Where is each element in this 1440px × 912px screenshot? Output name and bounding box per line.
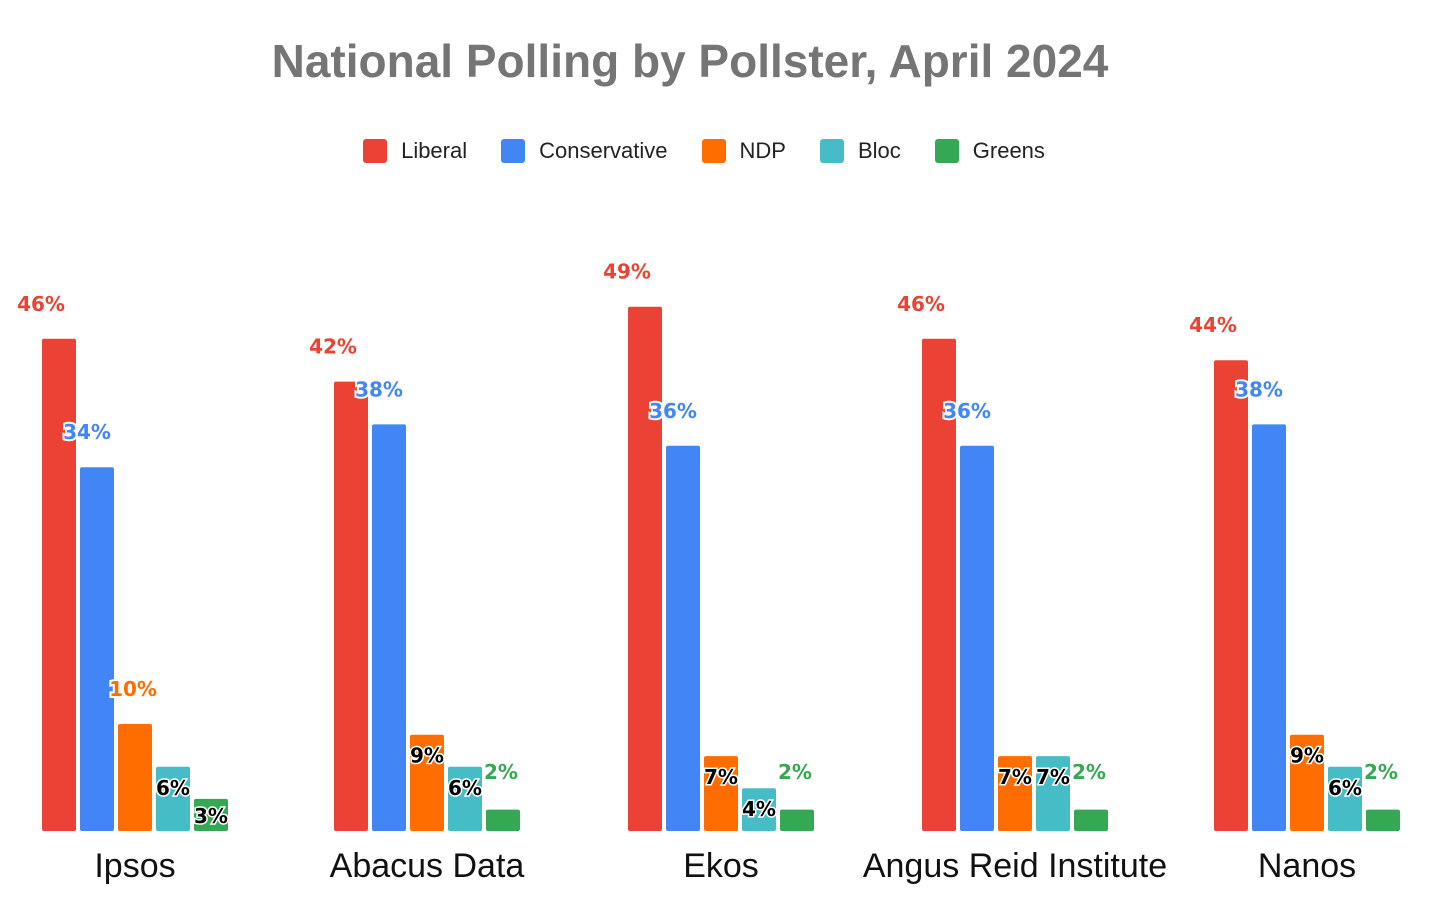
legend: Liberal Conservative NDP Bloc Greens — [0, 138, 1408, 164]
value-label-bloc-ipsos: 6% — [156, 776, 190, 800]
value-label-greens-angus-reid-institute: 2% — [1072, 760, 1106, 784]
x-tick-label-ipsos: Ipsos — [94, 847, 175, 885]
value-label-bloc-ekos: 4% — [742, 797, 776, 821]
bar-greens-nanos — [1366, 809, 1400, 831]
value-label-conservative-angus-reid-institute: 36% — [943, 399, 991, 423]
bar-ndp-angus-reid-institute — [998, 756, 1032, 831]
bar-ndp-nanos — [1290, 734, 1324, 831]
bar-bloc-nanos — [1328, 766, 1362, 831]
bar-liberal-ekos — [628, 306, 662, 831]
legend-item-liberal: Liberal — [363, 138, 467, 164]
value-label-ndp-nanos: 9% — [1290, 744, 1324, 768]
bar-bloc-ipsos — [156, 766, 190, 831]
bar-ndp-ipsos — [118, 724, 152, 831]
bar-conservative-abacus-data — [372, 424, 406, 831]
bar-conservative-angus-reid-institute — [960, 445, 994, 831]
legend-item-bloc: Bloc — [819, 138, 901, 164]
value-label-conservative-nanos: 38% — [1235, 377, 1283, 401]
legend-item-greens: Greens — [934, 138, 1045, 164]
bar-bloc-ekos — [742, 788, 776, 831]
bar-liberal-abacus-data — [334, 381, 368, 831]
value-label-conservative-abacus-data: 38% — [355, 377, 403, 401]
x-tick-label-ekos: Ekos — [683, 847, 759, 885]
value-label-bloc-nanos: 6% — [1328, 776, 1362, 800]
bar-greens-ekos — [780, 809, 814, 831]
value-label-ndp-abacus-data: 9% — [410, 744, 444, 768]
legend-label-greens: Greens — [972, 138, 1045, 163]
legend-item-ndp: NDP — [701, 138, 786, 164]
legend-label-ndp: NDP — [739, 138, 786, 163]
bar-ndp-ekos — [704, 756, 738, 831]
chart-title: National Polling by Pollster, April 2024 — [271, 35, 1109, 87]
bar-greens-ipsos — [194, 798, 228, 831]
value-label-liberal-ipsos: 46% — [17, 292, 65, 316]
value-label-ndp-ekos: 7% — [704, 765, 738, 789]
bar-greens-abacus-data — [486, 809, 520, 831]
value-label-greens-abacus-data: 2% — [484, 760, 518, 784]
bar-bloc-abacus-data — [448, 766, 482, 831]
x-tick-label-angus-reid-institute: Angus Reid Institute — [863, 847, 1167, 885]
legend-swatch-liberal — [363, 139, 388, 163]
x-tick-label-abacus-data: Abacus Data — [330, 847, 525, 885]
bar-conservative-nanos — [1252, 424, 1286, 831]
bar-liberal-angus-reid-institute — [922, 338, 956, 831]
legend-label-liberal: Liberal — [401, 138, 468, 163]
bar-greens-angus-reid-institute — [1074, 809, 1108, 831]
value-label-liberal-abacus-data: 42% — [309, 335, 357, 359]
value-label-greens-ekos: 2% — [778, 760, 812, 784]
value-label-conservative-ipsos: 34% — [63, 420, 111, 444]
legend-swatch-greens — [934, 139, 959, 163]
value-label-bloc-abacus-data: 6% — [448, 776, 482, 800]
bar-liberal-nanos — [1214, 360, 1248, 831]
legend-label-conservative: Conservative — [539, 138, 668, 163]
bar-ndp-abacus-data — [410, 734, 444, 831]
legend-item-conservative: Conservative — [501, 138, 668, 164]
value-label-greens-ipsos: 3% — [194, 804, 228, 828]
legend-swatch-bloc — [819, 139, 844, 163]
value-label-ndp-angus-reid-institute: 7% — [998, 765, 1032, 789]
legend-swatch-conservative — [501, 139, 526, 163]
value-label-bloc-angus-reid-institute: 7% — [1036, 765, 1070, 789]
legend-label-bloc: Bloc — [857, 138, 901, 163]
value-label-conservative-ekos: 36% — [649, 399, 697, 423]
bar-conservative-ipsos — [80, 467, 114, 831]
value-label-liberal-ekos: 49% — [603, 260, 651, 284]
x-tick-label-nanos: Nanos — [1258, 847, 1356, 885]
value-label-liberal-angus-reid-institute: 46% — [897, 292, 945, 316]
value-label-greens-nanos: 2% — [1364, 760, 1398, 784]
legend-swatch-ndp — [701, 139, 726, 163]
value-label-liberal-nanos: 44% — [1189, 313, 1237, 337]
bar-conservative-ekos — [666, 445, 700, 831]
value-label-ndp-ipsos: 10% — [109, 677, 157, 701]
bar-bloc-angus-reid-institute — [1036, 756, 1070, 831]
bar-liberal-ipsos — [42, 338, 76, 831]
